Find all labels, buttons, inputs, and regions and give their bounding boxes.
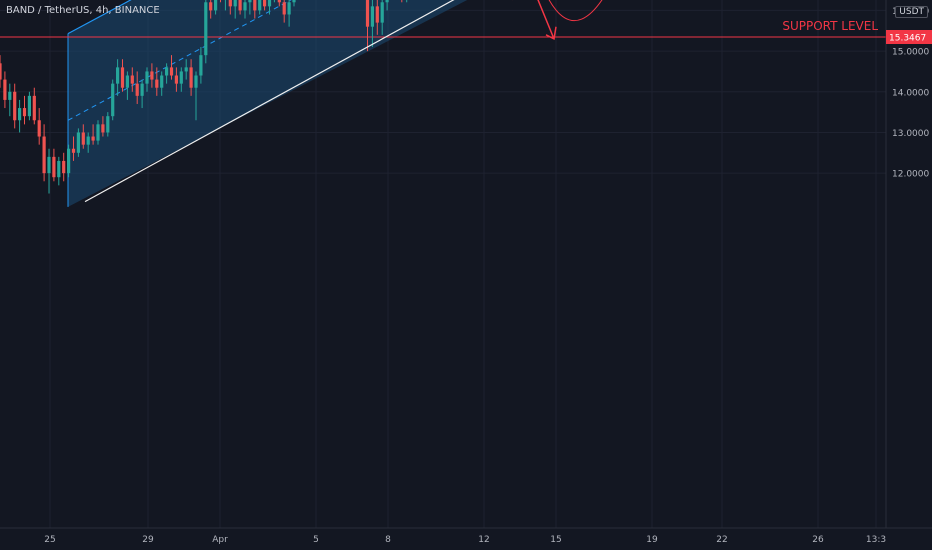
candle-body: [365, 0, 370, 27]
candle-body: [130, 75, 134, 84]
candle-body: [258, 0, 262, 11]
candle-body: [150, 71, 154, 80]
candle-body: [120, 67, 125, 88]
candle-body: [3, 79, 7, 100]
candle-body: [135, 83, 139, 96]
candle-body: [22, 108, 27, 117]
price-tick-label: 13.0000: [892, 129, 929, 139]
candle-body: [67, 148, 71, 174]
time-tick-label: 8: [385, 535, 391, 545]
candle-body: [214, 0, 218, 11]
time-tick-label: Apr: [212, 535, 228, 545]
recovery-curve: [548, 0, 603, 22]
candle-body: [169, 67, 174, 76]
candle-body: [253, 0, 257, 11]
candle-body: [8, 91, 12, 100]
candle-body: [13, 91, 17, 121]
candle-body: [287, 2, 291, 15]
candle-body: [96, 124, 100, 141]
candle-body: [52, 156, 56, 178]
candle-body: [199, 55, 203, 76]
candle-body: [233, 0, 237, 7]
candle-body: [18, 108, 22, 121]
time-axis-bg: [0, 528, 932, 550]
time-tick-label: 15: [550, 535, 561, 545]
candle-body: [375, 6, 379, 23]
price-tick-label: 14.0000: [892, 88, 929, 98]
time-tick-label: 26: [812, 535, 824, 545]
candle-body: [179, 71, 183, 84]
candle-body: [62, 160, 66, 174]
time-tick-label: 12: [478, 535, 489, 545]
time-tick-label: 25: [44, 535, 55, 545]
candle-body: [111, 83, 115, 117]
chart-title: BAND / TetherUS, 4h, BINANCE: [6, 5, 160, 16]
candle-body: [370, 6, 374, 27]
candle-body: [292, 0, 296, 3]
price-tick-label: 15.0000: [892, 48, 929, 58]
candle-body: [37, 120, 41, 137]
candle-body: [174, 75, 178, 84]
candle-body: [243, 2, 247, 11]
candle-body: [86, 136, 90, 145]
candle-body: [160, 75, 164, 88]
price-tick-label: 12.0000: [892, 170, 929, 180]
candle-body: [228, 0, 232, 7]
candle-body: [47, 156, 51, 174]
bearish-arrow-head: [545, 26, 557, 41]
candle-body: [380, 2, 384, 23]
price-axis-bg: [886, 0, 932, 550]
candle-body: [101, 124, 105, 133]
candle-body: [32, 95, 36, 121]
level-price-tag: [886, 29, 932, 44]
candle-body: [57, 160, 61, 178]
time-tick-label: 19: [646, 535, 658, 545]
candle-body: [267, 0, 272, 7]
candle-body: [194, 75, 198, 88]
candle-body: [248, 0, 252, 3]
candle-body: [42, 136, 46, 174]
candle-body: [155, 79, 159, 88]
channel-fill: [68, 0, 468, 207]
candle-body: [106, 116, 110, 133]
support-label: SUPPORT LEVEL: [782, 19, 878, 33]
candle-body: [204, 2, 208, 56]
candle-body: [184, 67, 188, 72]
candle-body: [385, 0, 389, 3]
candle-body: [125, 75, 129, 88]
candle-body: [277, 0, 281, 3]
candle-body: [81, 132, 85, 145]
time-tick-label: 22: [716, 535, 727, 545]
level-price-tag-text: 15.3467: [889, 33, 926, 43]
candle-body: [145, 71, 149, 84]
currency-tag[interactable]: USDT: [895, 6, 928, 18]
time-tick-label: 13:3: [866, 535, 886, 545]
support-trendline: [84, 0, 455, 203]
candle-body: [116, 67, 120, 84]
candle-body: [263, 0, 267, 7]
candle-body: [238, 0, 242, 11]
candle-body: [165, 67, 169, 76]
candle-body: [0, 63, 2, 80]
candle-body: [27, 95, 31, 117]
time-tick-label: 5: [313, 535, 319, 545]
candle-body: [140, 83, 144, 96]
candle-body: [209, 2, 213, 11]
candle-body: [71, 148, 76, 153]
bearish-projection-arrow: [512, 0, 555, 40]
candle-body: [91, 136, 95, 141]
candle-body: [282, 2, 286, 15]
candle-body: [76, 132, 80, 153]
time-tick-label: 29: [142, 535, 154, 545]
candle-body: [189, 67, 193, 88]
